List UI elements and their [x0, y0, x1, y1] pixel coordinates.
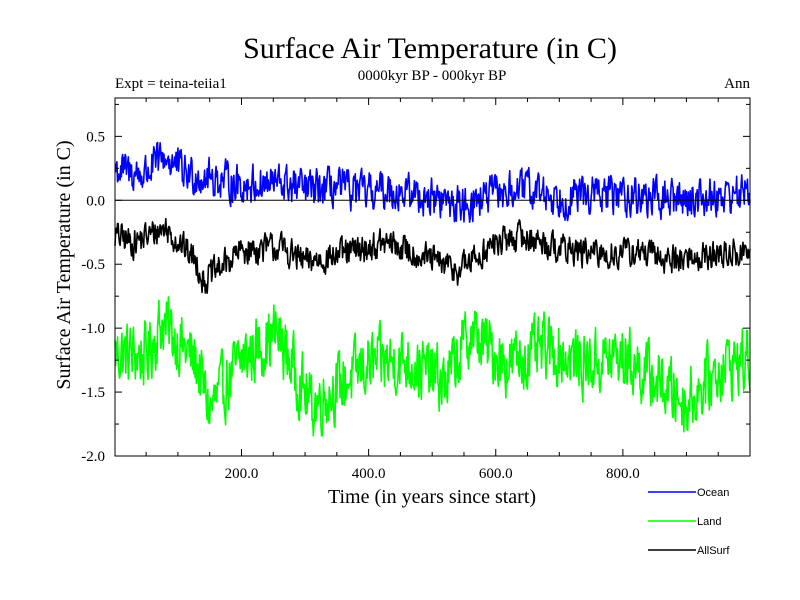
- experiment-label: Expt = teina-teiia1: [115, 76, 227, 92]
- x-tick-label: 600.0: [479, 466, 513, 482]
- series-line-ocean: [114, 141, 751, 223]
- y-tick-label: -1.0: [81, 321, 105, 337]
- legend-label-allsurf: AllSurf: [697, 545, 730, 557]
- legend-label-ocean: Ocean: [697, 487, 729, 499]
- y-axis-label: Surface Air Temperature (in C): [53, 140, 75, 389]
- x-axis-label: Time (in years since start): [328, 486, 536, 508]
- y-tick-label: 0.0: [86, 193, 105, 209]
- season-label: Ann: [724, 76, 750, 92]
- y-tick-label: 0.5: [86, 129, 105, 145]
- y-tick-label: -1.5: [81, 385, 105, 401]
- x-axis: 200.0 400.0 600.0 800.0: [145, 98, 719, 482]
- y-tick-label: -2.0: [81, 449, 105, 465]
- plot-area: [114, 97, 751, 457]
- y-tick-label: -0.5: [81, 257, 105, 273]
- series-layer: [114, 141, 751, 437]
- legend-label-land: Land: [697, 516, 721, 528]
- series-line-allsurf: [114, 217, 751, 295]
- x-tick-label: 200.0: [225, 466, 259, 482]
- x-tick-label: 800.0: [606, 466, 640, 482]
- chart-title: Surface Air Temperature (in C): [243, 32, 617, 65]
- series-line-land: [114, 296, 751, 437]
- y-axis: 0.5 0.0 -0.5 -1.0 -1.5 -2.0: [81, 103, 750, 465]
- legend: Ocean Land AllSurf: [648, 487, 730, 557]
- chart-subtitle: 0000kyr BP - 000kyr BP: [358, 68, 507, 84]
- x-tick-label: 400.0: [352, 466, 386, 482]
